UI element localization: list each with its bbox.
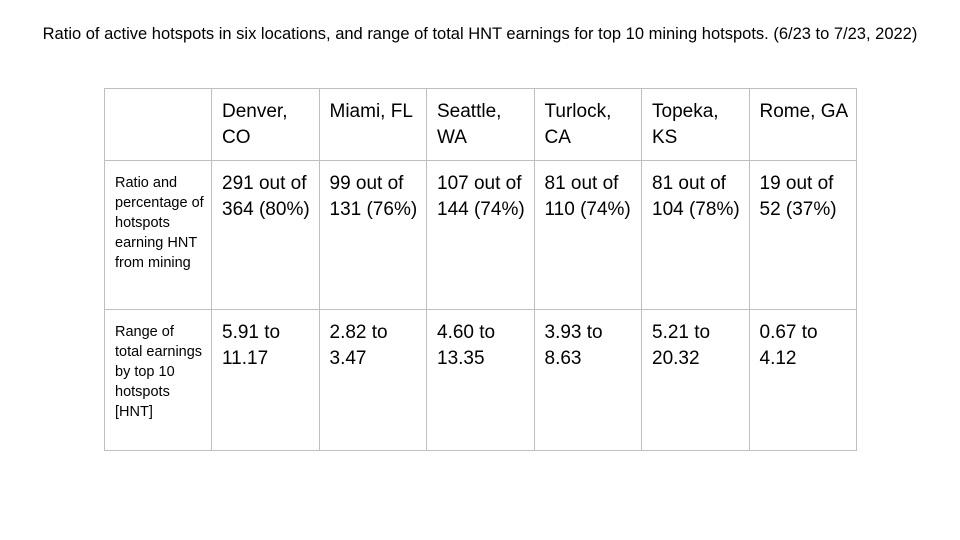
table-cell: 2.82 to 3.47	[318, 309, 427, 451]
table-cell: 291 out of 364 (80%)	[211, 160, 320, 310]
table-cell: 4.60 to 13.35	[426, 309, 535, 451]
hotspot-table: Denver, CO Miami, FL Seattle, WA Turlock…	[104, 88, 857, 451]
header-cell-miami: Miami, FL	[318, 88, 427, 161]
row-label: Ratio and percentage of hotspots earning…	[104, 160, 212, 310]
table-cell: 81 out of 110 (74%)	[533, 160, 642, 310]
table-cell: 5.91 to 11.17	[211, 309, 320, 451]
row-label: Range of total earnings by top 10 hotspo…	[104, 309, 212, 451]
table-cell: 99 out of 131 (76%)	[318, 160, 427, 310]
table-cell: 107 out of 144 (74%)	[426, 160, 535, 310]
table-title: Ratio of active hotspots in six location…	[42, 25, 918, 43]
table-cell: 5.21 to 20.32	[641, 309, 750, 451]
table-row: Ratio and percentage of hotspots earning…	[104, 160, 857, 310]
header-cell-turlock: Turlock, CA	[533, 88, 642, 161]
table-cell: 81 out of 104 (78%)	[641, 160, 750, 310]
table-row: Range of total earnings by top 10 hotspo…	[104, 309, 857, 451]
table-cell: 3.93 to 8.63	[533, 309, 642, 451]
header-cell-seattle: Seattle, WA	[426, 88, 535, 161]
header-cell-empty	[104, 88, 212, 161]
table-cell: 19 out of 52 (37%)	[748, 160, 857, 310]
table-cell: 0.67 to 4.12	[748, 309, 857, 451]
header-cell-topeka: Topeka, KS	[641, 88, 750, 161]
header-cell-rome: Rome, GA	[748, 88, 857, 161]
header-cell-denver: Denver, CO	[211, 88, 320, 161]
header-row: Denver, CO Miami, FL Seattle, WA Turlock…	[104, 88, 857, 161]
